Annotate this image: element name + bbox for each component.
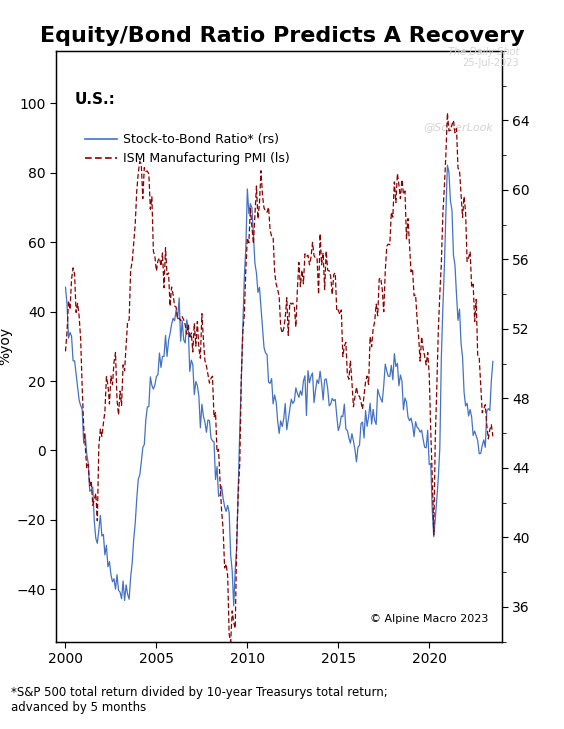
Text: *S&P 500 total return divided by 10-year Treasurys total return;
advanced by 5 m: *S&P 500 total return divided by 10-year… — [11, 687, 388, 714]
Text: 25-Jul-2023: 25-Jul-2023 — [462, 58, 519, 69]
Text: @SoberLook: @SoberLook — [423, 122, 493, 132]
Text: Equity/Bond Ratio Predicts A Recovery: Equity/Bond Ratio Predicts A Recovery — [39, 26, 525, 45]
Y-axis label: %yoy: %yoy — [0, 327, 13, 365]
Legend: Stock-to-Bond Ratio* (rs), ISM Manufacturing PMI (ls): Stock-to-Bond Ratio* (rs), ISM Manufactu… — [81, 128, 295, 171]
Text: The Daily Shot: The Daily Shot — [447, 47, 519, 58]
Text: © Alpine Macro 2023: © Alpine Macro 2023 — [370, 614, 488, 624]
Text: U.S.:: U.S.: — [74, 93, 115, 107]
